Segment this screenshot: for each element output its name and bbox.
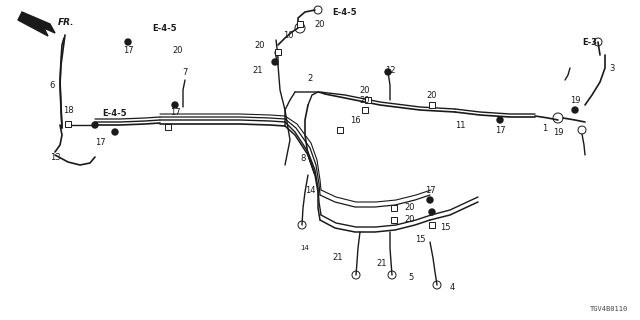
- Text: 14: 14: [301, 245, 309, 251]
- Polygon shape: [18, 12, 55, 36]
- Text: 4: 4: [449, 284, 454, 292]
- Text: E-4-5: E-4-5: [333, 7, 357, 17]
- Text: 5: 5: [408, 274, 413, 283]
- Text: 15: 15: [415, 236, 425, 244]
- Text: 18: 18: [63, 106, 74, 115]
- Circle shape: [92, 122, 98, 128]
- Text: 20: 20: [255, 41, 265, 50]
- Text: 11: 11: [455, 121, 465, 130]
- Text: FR.: FR.: [58, 18, 74, 27]
- Text: 15: 15: [440, 223, 451, 233]
- Text: 10: 10: [283, 30, 293, 39]
- Text: 7: 7: [182, 68, 188, 76]
- Text: 17: 17: [170, 108, 180, 116]
- Text: 20: 20: [404, 204, 415, 212]
- Text: 14: 14: [305, 186, 316, 195]
- Bar: [65, 121, 71, 127]
- Text: 12: 12: [385, 66, 396, 75]
- Bar: [429, 102, 435, 108]
- Bar: [362, 107, 368, 113]
- Text: 17: 17: [425, 186, 435, 195]
- Circle shape: [112, 129, 118, 135]
- Text: 20: 20: [315, 20, 325, 28]
- Text: E-4-5: E-4-5: [153, 23, 177, 33]
- Text: 21: 21: [253, 66, 263, 75]
- Bar: [429, 222, 435, 228]
- Text: 21: 21: [333, 253, 343, 262]
- Text: 1: 1: [542, 124, 548, 132]
- Text: 20: 20: [360, 95, 371, 105]
- Text: 21: 21: [377, 259, 387, 268]
- Bar: [337, 127, 343, 133]
- Bar: [391, 205, 397, 211]
- Text: 20: 20: [360, 85, 371, 94]
- Bar: [165, 124, 171, 130]
- Text: 3: 3: [609, 63, 614, 73]
- Circle shape: [427, 197, 433, 203]
- Text: 16: 16: [349, 116, 360, 124]
- Circle shape: [429, 209, 435, 215]
- Circle shape: [125, 39, 131, 45]
- Circle shape: [572, 107, 578, 113]
- Bar: [297, 21, 303, 27]
- Text: E-4-5: E-4-5: [102, 108, 127, 117]
- Circle shape: [272, 59, 278, 65]
- Bar: [275, 49, 281, 55]
- Text: 17: 17: [123, 45, 133, 54]
- Text: 17: 17: [495, 125, 506, 134]
- Text: 8: 8: [300, 154, 306, 163]
- Text: 20: 20: [173, 45, 183, 54]
- Text: 13: 13: [50, 153, 60, 162]
- Text: 2: 2: [307, 74, 312, 83]
- Text: 20: 20: [427, 91, 437, 100]
- Circle shape: [497, 117, 503, 123]
- Text: 19: 19: [553, 127, 563, 137]
- Text: 19: 19: [570, 95, 580, 105]
- Circle shape: [172, 102, 178, 108]
- Text: 20: 20: [404, 215, 415, 225]
- Text: E-3: E-3: [582, 37, 598, 46]
- Text: 17: 17: [95, 138, 106, 147]
- Text: TGV4B0110: TGV4B0110: [589, 306, 628, 312]
- Text: 6: 6: [49, 81, 54, 90]
- Bar: [391, 217, 397, 223]
- Circle shape: [385, 69, 391, 75]
- Bar: [365, 97, 371, 103]
